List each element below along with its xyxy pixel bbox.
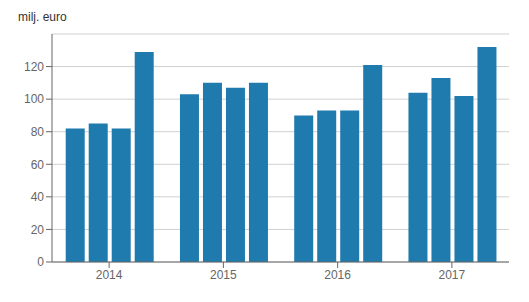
svg-text:120: 120 xyxy=(24,60,44,74)
html-text:milj. euro: milj. euro xyxy=(18,10,67,24)
svg-text:0: 0 xyxy=(37,255,44,269)
svg-text:2016: 2016 xyxy=(324,268,351,282)
svg-text:80: 80 xyxy=(31,125,45,139)
svg-text:2015: 2015 xyxy=(210,268,237,282)
svg-text:40: 40 xyxy=(31,190,45,204)
svg-text:100: 100 xyxy=(24,92,44,106)
svg-text:20: 20 xyxy=(31,223,45,237)
svg-text:2017: 2017 xyxy=(439,268,466,282)
svg-text:60: 60 xyxy=(31,158,45,172)
svg-text:2014: 2014 xyxy=(96,268,123,282)
